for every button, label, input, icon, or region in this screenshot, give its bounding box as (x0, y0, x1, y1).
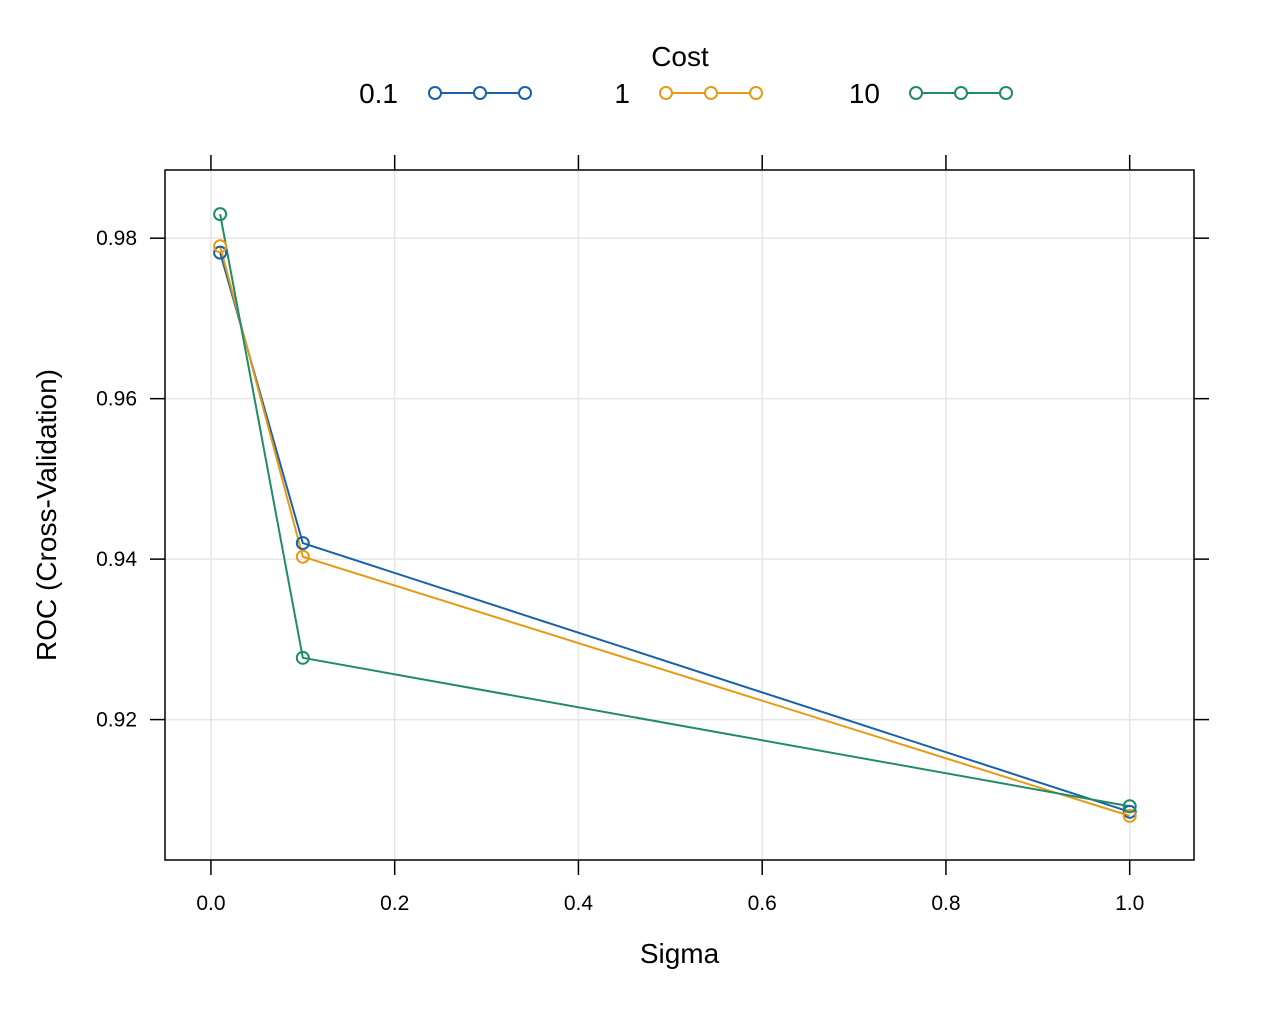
x-tick-label: 1.0 (1115, 892, 1144, 915)
legend-label-2: 10 (849, 78, 880, 109)
grid-lines (165, 170, 1194, 860)
series-points (213, 207, 1137, 823)
legend-label-0: 0.1 (359, 78, 398, 109)
y-axis-title: ROC (Cross-Validation) (31, 369, 62, 661)
legend: Cost 0.1 1 10 (359, 41, 1013, 109)
legend-marker-1-2 (749, 86, 763, 100)
tick-labels: 0.0 0.2 0.4 0.6 0.8 1.0 0.92 0.94 0.96 0.98 (96, 227, 1144, 915)
x-tick-label: 0.2 (380, 892, 409, 915)
legend-marker-0-2 (518, 86, 532, 100)
legend-marker-2-2 (999, 86, 1013, 100)
series-line-1 (219, 245, 1130, 817)
y-tick-label: 0.98 (96, 227, 137, 250)
legend-marker-0-1 (473, 86, 487, 100)
data-point-0-0 (213, 245, 228, 260)
y-tick-label: 0.92 (96, 709, 137, 732)
legend-marker-1-0 (659, 86, 673, 100)
data-point-0-1 (295, 536, 310, 551)
legend-marker-0-0 (428, 86, 442, 100)
legend-marker-2-0 (909, 86, 923, 100)
data-point-2-2 (1122, 799, 1137, 814)
axis-ticks (150, 155, 1209, 875)
x-tick-label: 0.0 (196, 892, 225, 915)
x-axis-title: Sigma (640, 938, 720, 969)
data-point-2-0 (213, 207, 228, 222)
legend-marker-1-1 (704, 86, 718, 100)
data-point-1-0 (213, 239, 228, 254)
series-line-0 (219, 252, 1130, 813)
plot-frame (164, 169, 1195, 861)
series-line-2 (219, 213, 1130, 808)
data-point-1-2 (1122, 808, 1137, 823)
y-tick-label: 0.94 (96, 548, 137, 571)
legend-marker-2-1 (954, 86, 968, 100)
data-point-2-1 (295, 650, 310, 665)
data-point-0-2 (1122, 804, 1137, 819)
x-tick-label: 0.4 (564, 892, 594, 915)
data-point-1-1 (295, 549, 310, 564)
y-tick-label: 0.96 (96, 388, 137, 411)
legend-label-1: 1 (614, 78, 630, 109)
series-lines (219, 213, 1130, 817)
x-tick-label: 0.8 (931, 892, 960, 915)
legend-title: Cost (651, 41, 709, 72)
x-tick-label: 0.6 (748, 892, 777, 915)
